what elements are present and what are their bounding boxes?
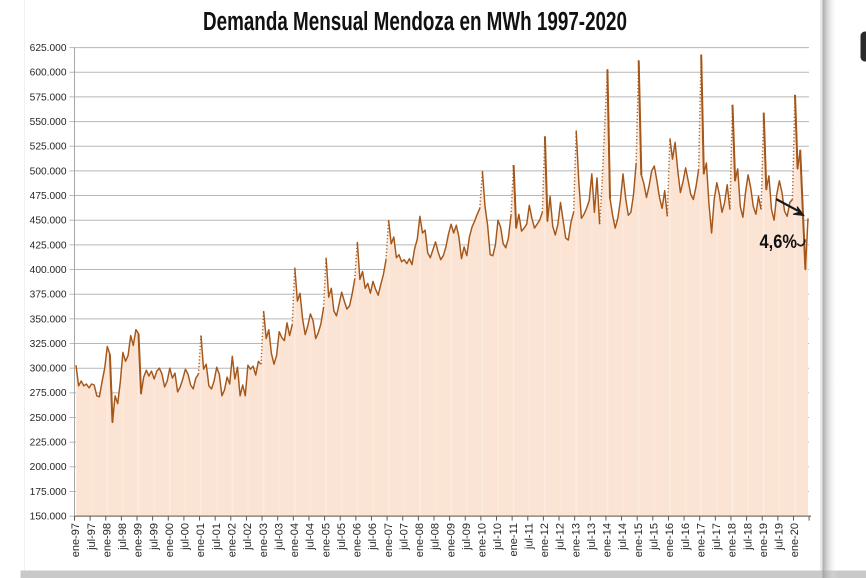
- svg-text:ene-10: ene-10: [477, 523, 489, 557]
- svg-text:575.000: 575.000: [30, 92, 67, 103]
- svg-text:jul-03: jul-03: [273, 523, 285, 551]
- svg-text:jul-18: jul-18: [742, 523, 754, 551]
- svg-text:Demanda Mensual Mendoza en MWh: Demanda Mensual Mendoza en MWh 1997-2020: [203, 6, 627, 36]
- svg-text:jul-00: jul-00: [180, 523, 192, 551]
- svg-text:ene-06: ene-06: [352, 523, 364, 557]
- svg-text:jul-98: jul-98: [117, 523, 129, 551]
- svg-text:jul-12: jul-12: [555, 523, 567, 551]
- svg-text:625.000: 625.000: [30, 43, 67, 54]
- svg-text:ene-99: ene-99: [133, 523, 145, 557]
- svg-text:jul-04: jul-04: [305, 523, 317, 551]
- svg-text:jul-16: jul-16: [680, 523, 692, 551]
- svg-text:ene-13: ene-13: [570, 523, 582, 557]
- svg-text:ene-14: ene-14: [602, 523, 614, 557]
- svg-text:jul-01: jul-01: [211, 523, 223, 551]
- svg-text:ene-19: ene-19: [758, 523, 770, 557]
- svg-text:350.000: 350.000: [30, 314, 67, 325]
- svg-text:450.000: 450.000: [30, 216, 67, 227]
- svg-text:600.000: 600.000: [30, 68, 67, 79]
- svg-text:ene-01: ene-01: [195, 523, 207, 557]
- svg-text:jul-09: jul-09: [461, 523, 473, 551]
- svg-text:ene-97: ene-97: [70, 523, 82, 557]
- svg-text:ene-20: ene-20: [789, 523, 801, 557]
- svg-text:ene-08: ene-08: [414, 523, 426, 557]
- svg-text:ene-04: ene-04: [289, 523, 301, 557]
- svg-text:jul-13: jul-13: [586, 523, 598, 551]
- svg-text:200.000: 200.000: [30, 462, 67, 473]
- svg-text:jul-08: jul-08: [430, 523, 442, 551]
- svg-text:175.000: 175.000: [30, 487, 67, 498]
- svg-text:jul-17: jul-17: [711, 523, 723, 551]
- svg-text:ene-03: ene-03: [258, 523, 270, 557]
- svg-text:375.000: 375.000: [30, 290, 67, 301]
- svg-text:jul-15: jul-15: [649, 523, 661, 551]
- svg-text:jul-07: jul-07: [398, 523, 410, 551]
- svg-text:ene-15: ene-15: [633, 523, 645, 557]
- svg-text:ene-09: ene-09: [445, 523, 457, 557]
- svg-text:jul-10: jul-10: [492, 523, 504, 551]
- svg-text:150.000: 150.000: [30, 512, 67, 523]
- svg-text:ene-00: ene-00: [164, 523, 176, 557]
- svg-text:425.000: 425.000: [30, 240, 67, 251]
- svg-text:ene-02: ene-02: [227, 523, 239, 557]
- svg-text:500.000: 500.000: [30, 166, 67, 177]
- svg-text:jul-97: jul-97: [86, 523, 98, 551]
- svg-text:ene-05: ene-05: [320, 523, 332, 557]
- svg-text:275.000: 275.000: [30, 388, 67, 399]
- svg-text:ene-11: ene-11: [508, 523, 520, 556]
- svg-text:ene-16: ene-16: [664, 523, 676, 557]
- svg-text:325.000: 325.000: [30, 339, 67, 350]
- svg-text:ene-07: ene-07: [383, 523, 395, 557]
- svg-text:400.000: 400.000: [30, 265, 67, 276]
- svg-text:jul-02: jul-02: [242, 523, 254, 551]
- svg-text:ene-17: ene-17: [695, 523, 707, 557]
- svg-text:525.000: 525.000: [30, 142, 67, 153]
- svg-text:jul-05: jul-05: [336, 523, 348, 551]
- svg-text:550.000: 550.000: [30, 117, 67, 128]
- svg-text:jul-11: jul-11: [524, 523, 536, 550]
- svg-text:ene-98: ene-98: [102, 523, 114, 557]
- svg-text:475.000: 475.000: [30, 191, 67, 202]
- svg-text:jul-14: jul-14: [617, 523, 629, 551]
- svg-text:jul-06: jul-06: [367, 523, 379, 551]
- svg-text:jul-99: jul-99: [148, 523, 160, 551]
- svg-text:ene-12: ene-12: [539, 523, 551, 557]
- svg-text:ene-18: ene-18: [727, 523, 739, 557]
- svg-text:250.000: 250.000: [30, 413, 67, 424]
- svg-text:300.000: 300.000: [30, 364, 67, 375]
- svg-text:4,6%: 4,6%: [760, 232, 798, 253]
- svg-text:jul-19: jul-19: [774, 523, 786, 551]
- svg-text:225.000: 225.000: [30, 438, 67, 449]
